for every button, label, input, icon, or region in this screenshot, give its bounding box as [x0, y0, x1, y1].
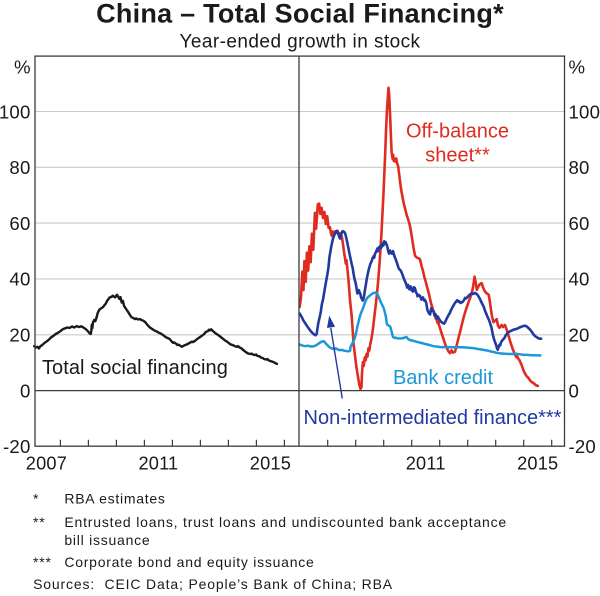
svg-text:Bank credit: Bank credit: [393, 367, 493, 389]
svg-text:60: 60: [9, 213, 30, 234]
svg-text:China – Total Social Financing: China – Total Social Financing*: [96, 0, 504, 28]
svg-text:bill issuance: bill issuance: [64, 532, 150, 548]
svg-text:20: 20: [569, 325, 590, 346]
svg-text:Entrusted loans, trust loans a: Entrusted loans, trust loans and undisco…: [64, 514, 507, 530]
svg-text:60: 60: [569, 213, 590, 234]
svg-text:%: %: [14, 57, 31, 78]
svg-text:40: 40: [569, 269, 590, 290]
svg-text:80: 80: [569, 157, 590, 178]
svg-text:sheet**: sheet**: [425, 145, 490, 167]
svg-text:0: 0: [569, 380, 580, 401]
svg-text:2015: 2015: [250, 453, 291, 473]
svg-text:2007: 2007: [26, 453, 67, 473]
svg-text:%: %: [569, 57, 586, 78]
svg-text:**: **: [33, 514, 46, 530]
svg-text:80: 80: [9, 157, 30, 178]
svg-text:-20: -20: [3, 436, 30, 457]
svg-text:-20: -20: [569, 436, 596, 457]
svg-text:*: *: [33, 490, 39, 506]
svg-text:0: 0: [20, 380, 31, 401]
svg-text:100: 100: [569, 101, 600, 122]
svg-text:Corporate bond and equity issu: Corporate bond and equity issuance: [64, 554, 314, 570]
svg-text:2011: 2011: [406, 453, 446, 473]
svg-text:Off-balance: Off-balance: [406, 121, 509, 143]
svg-text:Total social financing: Total social financing: [42, 357, 228, 379]
svg-text:20: 20: [9, 325, 30, 346]
svg-text:***: ***: [33, 554, 52, 570]
svg-text:Year-ended growth in stock: Year-ended growth in stock: [180, 31, 421, 52]
svg-text:Non-intermediated finance***: Non-intermediated finance***: [304, 407, 562, 429]
svg-text:2011: 2011: [138, 453, 178, 473]
svg-text:Sources: CEIC Data; People’s: Sources: CEIC Data; People’s Bank of Chi…: [33, 576, 393, 592]
svg-text:100: 100: [0, 101, 31, 122]
svg-text:RBA estimates: RBA estimates: [64, 490, 165, 506]
svg-text:2015: 2015: [517, 453, 558, 473]
svg-text:40: 40: [9, 269, 30, 290]
